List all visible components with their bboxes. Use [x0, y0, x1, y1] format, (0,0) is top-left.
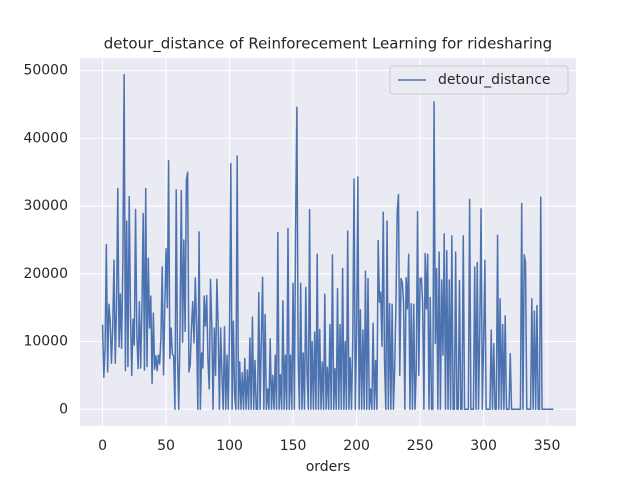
- x-tick-label: 200: [343, 438, 370, 454]
- y-tick-label: 20000: [23, 266, 68, 282]
- y-tick-label: 30000: [23, 198, 68, 214]
- chart-title: detour_distance of Reinforecement Learni…: [104, 35, 552, 54]
- x-tick-label: 300: [470, 438, 497, 454]
- x-axis-label: orders: [306, 459, 351, 475]
- legend-box: [389, 65, 569, 95]
- legend-label: detour_distance: [438, 72, 551, 88]
- x-tick-label: 100: [216, 438, 243, 454]
- y-tick-label: 40000: [23, 130, 68, 146]
- x-tick-label: 350: [534, 438, 561, 454]
- x-tick-label: 50: [157, 438, 175, 454]
- x-tick-label: 0: [98, 438, 107, 454]
- y-tick-label: 0: [59, 401, 68, 417]
- y-tick-label: 50000: [23, 63, 68, 79]
- data-line: [101, 73, 554, 411]
- y-tick-label: 10000: [23, 334, 68, 350]
- x-tick-label: 150: [280, 438, 307, 454]
- x-tick-label: 250: [407, 438, 434, 454]
